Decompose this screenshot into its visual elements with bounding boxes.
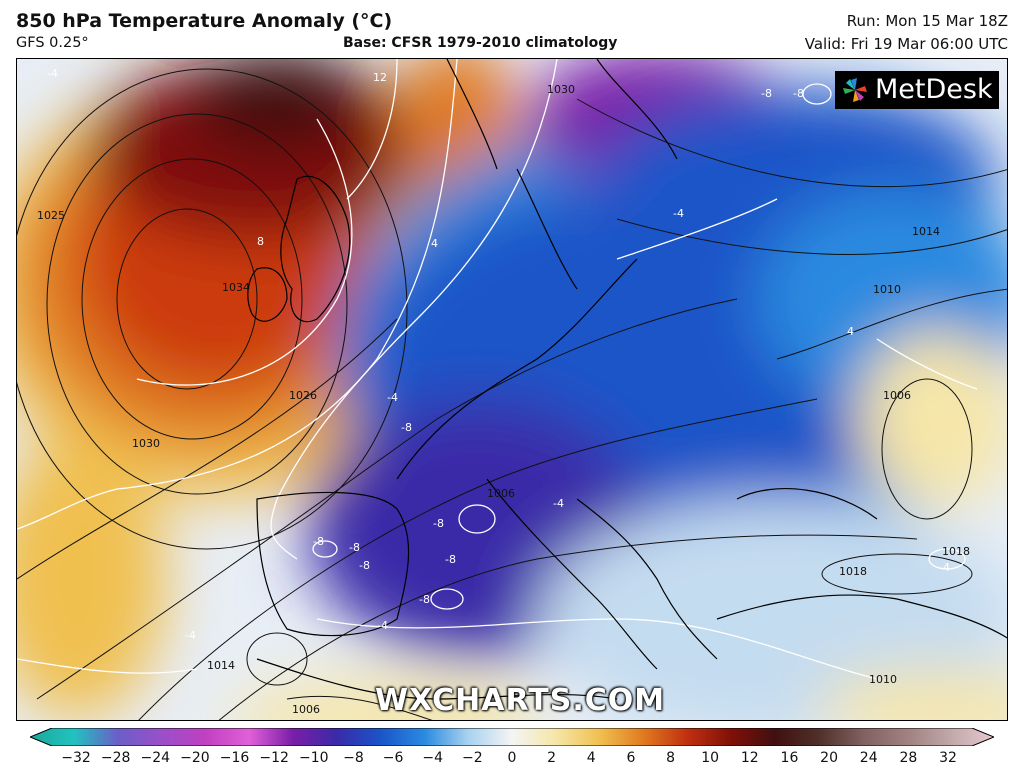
colorbar-tick-label: 2 [547, 750, 557, 766]
anomaly-label: -8 [359, 559, 370, 572]
anomaly-label: -8 [419, 593, 430, 606]
anomaly-label: -4 [553, 497, 564, 510]
isobar-label: 1006 [487, 487, 515, 500]
anomaly-label: -4 [47, 67, 58, 80]
anomaly-label: -8 [313, 535, 324, 548]
isobar-label: 1018 [839, 565, 867, 578]
colorbar-tick-label: 12 [740, 750, 759, 766]
colorbar-tick-label: −4 [422, 750, 444, 766]
anomaly-label: -8 [761, 87, 772, 100]
isobar-label: 1034 [222, 281, 250, 294]
temperature-anomaly-map[interactable]: 1025 1034 1030 1026 1014 1006 1030 1014 … [16, 58, 1008, 721]
colorbar-tick-label: −12 [259, 750, 289, 766]
anomaly-label: 12 [373, 71, 387, 84]
anomaly-label: -8 [433, 517, 444, 530]
metdesk-logo-text: MetDesk [875, 74, 993, 105]
isobar-label: 1026 [289, 389, 317, 402]
metdesk-pinwheel-icon [843, 78, 867, 102]
isobar-label: 1018 [942, 545, 970, 558]
anomaly-label: 4 [431, 237, 438, 250]
anomaly-label: -4 [377, 619, 388, 632]
colorbar-tick-label: −20 [180, 750, 210, 766]
isobar-label: 1010 [873, 283, 901, 296]
valid-time-label: Valid: Fri 19 Mar 06:00 UTC [804, 35, 1008, 53]
colorbar-tick-label: 10 [701, 750, 720, 766]
map-canvas: 1025 1034 1030 1026 1014 1006 1030 1014 … [17, 59, 1007, 720]
colorbar-tick-label: −28 [100, 750, 131, 766]
climatology-base-label: Base: CFSR 1979-2010 climatology [343, 35, 618, 51]
coastlines [247, 59, 1007, 700]
anomaly-label: -8 [349, 541, 360, 554]
colorbar-tick-label: −32 [61, 750, 91, 766]
anomaly-label: 8 [257, 235, 264, 248]
anomaly-label: -4 [185, 629, 196, 642]
colorbar-tick-label: 6 [626, 750, 636, 766]
isobar-label: 1010 [869, 673, 897, 686]
isobar-lines [17, 68, 1007, 720]
wxcharts-watermark: WXCHARTS.COM [375, 683, 666, 718]
colorbar [30, 728, 994, 746]
isobar-label: 1014 [912, 225, 940, 238]
colorbar-tick-label: −2 [462, 750, 483, 766]
colorbar-scale [30, 728, 994, 746]
anomaly-label: -4 [387, 391, 398, 404]
colorbar-tick-label: −8 [343, 750, 364, 766]
colorbar-tick-label: 4 [586, 750, 596, 766]
anomaly-label: -8 [445, 553, 456, 566]
colorbar-tick-label: 8 [666, 750, 675, 766]
anomaly-contours [17, 59, 978, 680]
isobar-label: 1030 [547, 83, 575, 96]
anomaly-label: -8 [401, 421, 412, 434]
metdesk-logo: MetDesk [835, 71, 999, 109]
chart-title: 850 hPa Temperature Anomaly (°C) [16, 10, 393, 32]
colorbar-tick-label: −16 [219, 750, 250, 766]
isobar-label: 1006 [883, 389, 911, 402]
isobar-label: 1014 [207, 659, 235, 672]
anomaly-label-group: 12 -4 8 -4 -8 -8 4 -4 -8 -8 -8 -8 -8 -8 … [47, 67, 950, 642]
colorbar-tick-label: 16 [780, 750, 799, 766]
colorbar-tick-label: 24 [859, 750, 878, 766]
colorbar-tick-label: 0 [507, 750, 517, 766]
colorbar-tick-label: −10 [299, 750, 329, 766]
anomaly-label: -4 [673, 207, 684, 220]
isobar-label: 1025 [37, 209, 65, 222]
model-label: GFS 0.25° [16, 35, 89, 51]
anomaly-label: 4 [847, 325, 854, 338]
colorbar-tick-label: −24 [140, 750, 171, 766]
colorbar-tick-label: −6 [382, 750, 404, 766]
isobar-label: 1030 [132, 437, 160, 450]
anomaly-label: -4 [939, 561, 950, 574]
anomaly-label: -8 [793, 87, 804, 100]
colorbar-tick-label: 20 [820, 750, 838, 766]
isobar-label: 1006 [292, 703, 320, 716]
run-time-label: Run: Mon 15 Mar 18Z [846, 12, 1008, 30]
colorbar-tick-label: 32 [939, 750, 957, 766]
colorbar-tick-label: 28 [899, 750, 918, 766]
isobar-label-group: 1025 1034 1030 1026 1014 1006 1030 1014 … [37, 83, 970, 716]
